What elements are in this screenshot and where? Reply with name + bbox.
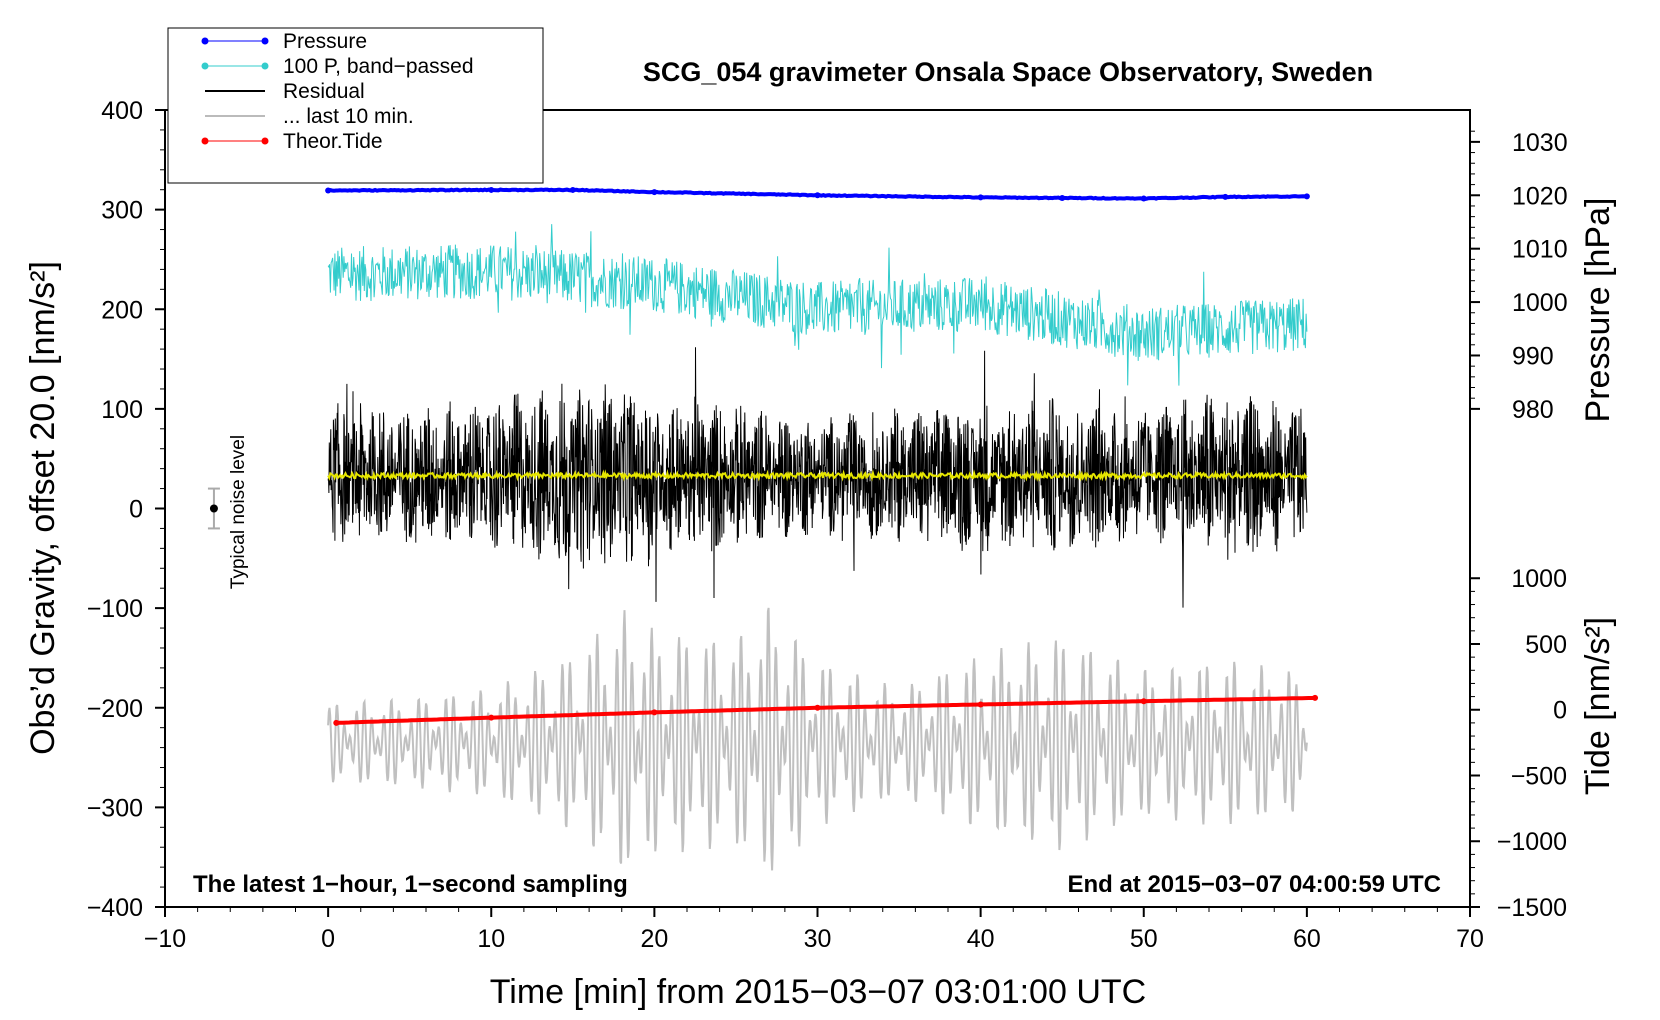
legend-label: ... last 10 min. [283,105,414,128]
x-tick-label: −10 [144,925,186,953]
tide-tick-label: 0 [1553,697,1567,725]
series-theoretical-tide [336,695,1316,725]
x-tick-label: 0 [321,925,335,953]
left-axis-title: Obs’d Gravity, offset 20.0 [nm/s²] [24,261,62,755]
tide-point [488,714,495,721]
legend-box [167,27,544,184]
pressure-point [651,189,658,196]
left-tick-label: 100 [101,396,143,424]
tide-point [651,709,658,716]
noise-level-label: Typical noise level [228,435,249,589]
pressure-point [569,186,576,193]
legend-label: 100 P, band−passed [283,55,474,78]
tide-tick-label: 1000 [1511,565,1567,593]
left-tick-label: 0 [129,496,143,524]
legend-marker [261,62,269,70]
x-tick-label: 50 [1130,925,1158,953]
pressure-tick-label: 1000 [1512,289,1568,317]
ticks-layer: −10 0 10 20 30 40 50 60 704003002001000−100−200−… [87,97,1568,953]
pressure-tick-label: 1020 [1512,182,1568,210]
noise-level-point [209,504,218,513]
legend-label: Theor.Tide [283,130,383,153]
pressure-point [977,194,984,201]
legend-label: Residual [283,80,365,103]
left-tick-label: 300 [101,197,143,225]
series-last-10-min [327,607,1308,871]
left-tick-label: 400 [101,97,143,125]
x-tick-label: 30 [804,925,832,953]
left-tick-label: −200 [87,695,143,723]
tide-point [333,719,340,726]
tide-point [1312,694,1319,701]
legend-marker [201,37,209,45]
series-residual [327,347,1308,608]
pressure-point [1140,195,1147,202]
left-tick-label: −100 [87,595,143,623]
pressure-point [488,186,495,193]
tide-point [1140,698,1147,705]
tide-point [977,701,984,708]
legend-marker [261,137,269,145]
pressure-point [1059,194,1066,201]
x-tick-label: 10 [477,925,505,953]
legend-label: Pressure [283,30,367,53]
x-tick-label: 70 [1456,925,1484,953]
tide-point [814,704,821,711]
x-tick-label: 60 [1293,925,1321,953]
left-tick-label: −300 [87,794,143,822]
legend-marker [201,62,209,70]
tide-tick-label: −1500 [1497,894,1567,922]
left-tick-label: −400 [87,894,143,922]
chart-title: SCG_054 gravimeter Onsala Space Observat… [643,57,1373,87]
pressure-tick-label: 1030 [1512,129,1568,157]
series-band-passed-pressure [327,224,1308,386]
legend-marker [201,137,209,145]
tide-tick-label: −1000 [1497,828,1567,856]
sampling-note: The latest 1−hour, 1−second sampling [193,871,628,898]
tide-tick-label: 500 [1525,631,1567,659]
series-moving-average [327,469,1308,482]
left-tick-label: 200 [101,296,143,324]
x-axis-title: Time [min] from 2015−03−07 03:01:00 UTC [490,973,1146,1011]
pressure-tick-label: 1010 [1512,236,1568,264]
x-tick-label: 40 [967,925,995,953]
x-tick-label: 20 [640,925,668,953]
legend-marker [261,37,269,45]
pressure-point [1222,193,1229,200]
tide-axis-title: Tide [nm/s²] [1579,617,1617,795]
pressure-axis-title: Pressure [hPa] [1579,198,1617,423]
noise-level-marker [207,487,220,530]
pressure-point [1303,193,1310,200]
tide-tick-label: −500 [1511,762,1567,790]
series-layer [325,186,1319,871]
pressure-point [814,192,821,199]
end-time-note: End at 2015−03−07 04:00:59 UTC [1067,871,1441,898]
pressure-point [325,187,332,194]
pressure-tick-label: 990 [1512,342,1554,370]
pressure-tick-label: 980 [1512,396,1554,424]
